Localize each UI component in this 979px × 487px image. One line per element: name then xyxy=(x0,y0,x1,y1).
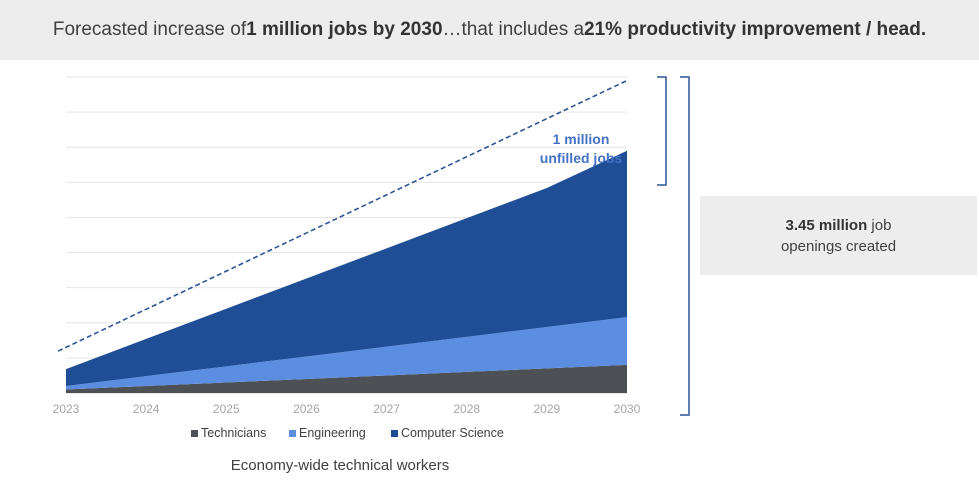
legend-label-engineering: Engineering xyxy=(299,426,366,440)
headline-bold-1: 1 million jobs by 2030 xyxy=(246,19,443,40)
x-tick-label: 2024 xyxy=(133,402,160,416)
demand-dashed-line xyxy=(57,79,628,352)
job-openings-callout: 3.45 million job openings created xyxy=(700,196,977,275)
unfilled-jobs-bracket xyxy=(657,76,667,186)
headline-bold-2: 21% productivity improvement / head. xyxy=(584,19,927,40)
unfilled-jobs-label-line1: 1 million xyxy=(553,131,610,147)
legend-label-computer-science: Computer Science xyxy=(401,426,504,440)
area-computer-science xyxy=(66,150,627,386)
callout-rest: job xyxy=(867,216,892,234)
headline-text-1: Forecasted increase of xyxy=(52,19,247,40)
legend-swatch-technicians xyxy=(191,430,198,437)
legend: Technicians Engineering Computer Science xyxy=(191,426,504,440)
x-tick-label: 2027 xyxy=(373,402,400,416)
x-tick-label: 2030 xyxy=(614,402,641,416)
area-technicians xyxy=(66,364,627,393)
headline-banner: Forecasted increase of 1 million jobs by… xyxy=(0,0,979,60)
legend-swatch-engineering xyxy=(289,430,296,437)
callout-line-1: 3.45 million job xyxy=(786,215,892,236)
callout-line-2: openings created xyxy=(780,237,897,255)
area-chart: 2023 2024 2025 2026 2027 2028 2029 2030 1 milli… xyxy=(53,76,690,474)
x-tick-label: 2029 xyxy=(534,402,561,416)
legend-label-technicians: Technicians xyxy=(201,426,266,440)
job-openings-bracket xyxy=(680,76,690,416)
unfilled-jobs-label-line2: unfilled jobs xyxy=(540,150,623,166)
x-tick-label: 2026 xyxy=(293,402,320,416)
x-tick-label: 2028 xyxy=(453,402,480,416)
headline-text-2: …that includes a xyxy=(442,19,585,40)
chart-caption: Economy-wide technical workers xyxy=(231,457,449,474)
x-tick-label: 2023 xyxy=(53,402,80,416)
callout-bold: 3.45 million xyxy=(785,216,868,234)
legend-swatch-computer-science xyxy=(391,430,398,437)
area-engineering xyxy=(66,317,627,390)
x-tick-label: 2025 xyxy=(213,402,240,416)
